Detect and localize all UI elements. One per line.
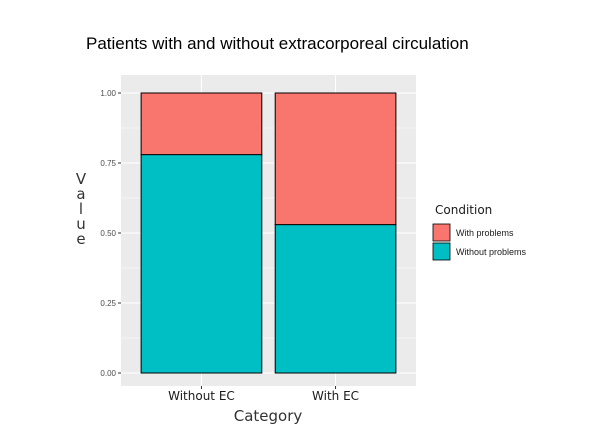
y-axis-label-letter: V [76, 170, 87, 188]
y-tick-label: 0.25 [100, 299, 116, 308]
bar-with-problems-without-ec [140, 92, 263, 156]
x-axis-label: Category [234, 407, 303, 425]
y-tick-label: 1.00 [100, 89, 116, 98]
legend-key-with-problems [432, 223, 451, 242]
x-axis-ticks: Without EC With EC [168, 386, 359, 403]
y-tick-label: 0.75 [100, 159, 116, 168]
x-tick-label: Without EC [168, 389, 235, 403]
chart-title: Patients with and without extracorporeal… [86, 34, 469, 53]
y-tick-label: 0.00 [100, 369, 116, 378]
y-axis-label-letter: a [76, 185, 85, 203]
y-axis-label-letter: u [76, 215, 86, 233]
y-tick-label: 0.50 [100, 229, 116, 238]
x-tick-label: With EC [312, 389, 359, 403]
y-axis-ticks: 0.00 0.25 0.50 0.75 1.00 [100, 89, 121, 378]
legend: Condition With problems Without problems [432, 203, 527, 261]
legend-title: Condition [435, 203, 492, 217]
legend-label: With problems [456, 228, 514, 238]
legend-label: Without problems [456, 247, 527, 257]
y-axis-label-letter: e [76, 230, 85, 248]
bar-with-problems-with-ec [274, 92, 397, 226]
legend-key-without-problems [432, 242, 451, 261]
bar-without-problems-with-ec [274, 224, 397, 374]
bar-without-problems-without-ec [140, 154, 263, 374]
bars [140, 92, 397, 374]
y-axis-label-letter: l [79, 200, 83, 218]
